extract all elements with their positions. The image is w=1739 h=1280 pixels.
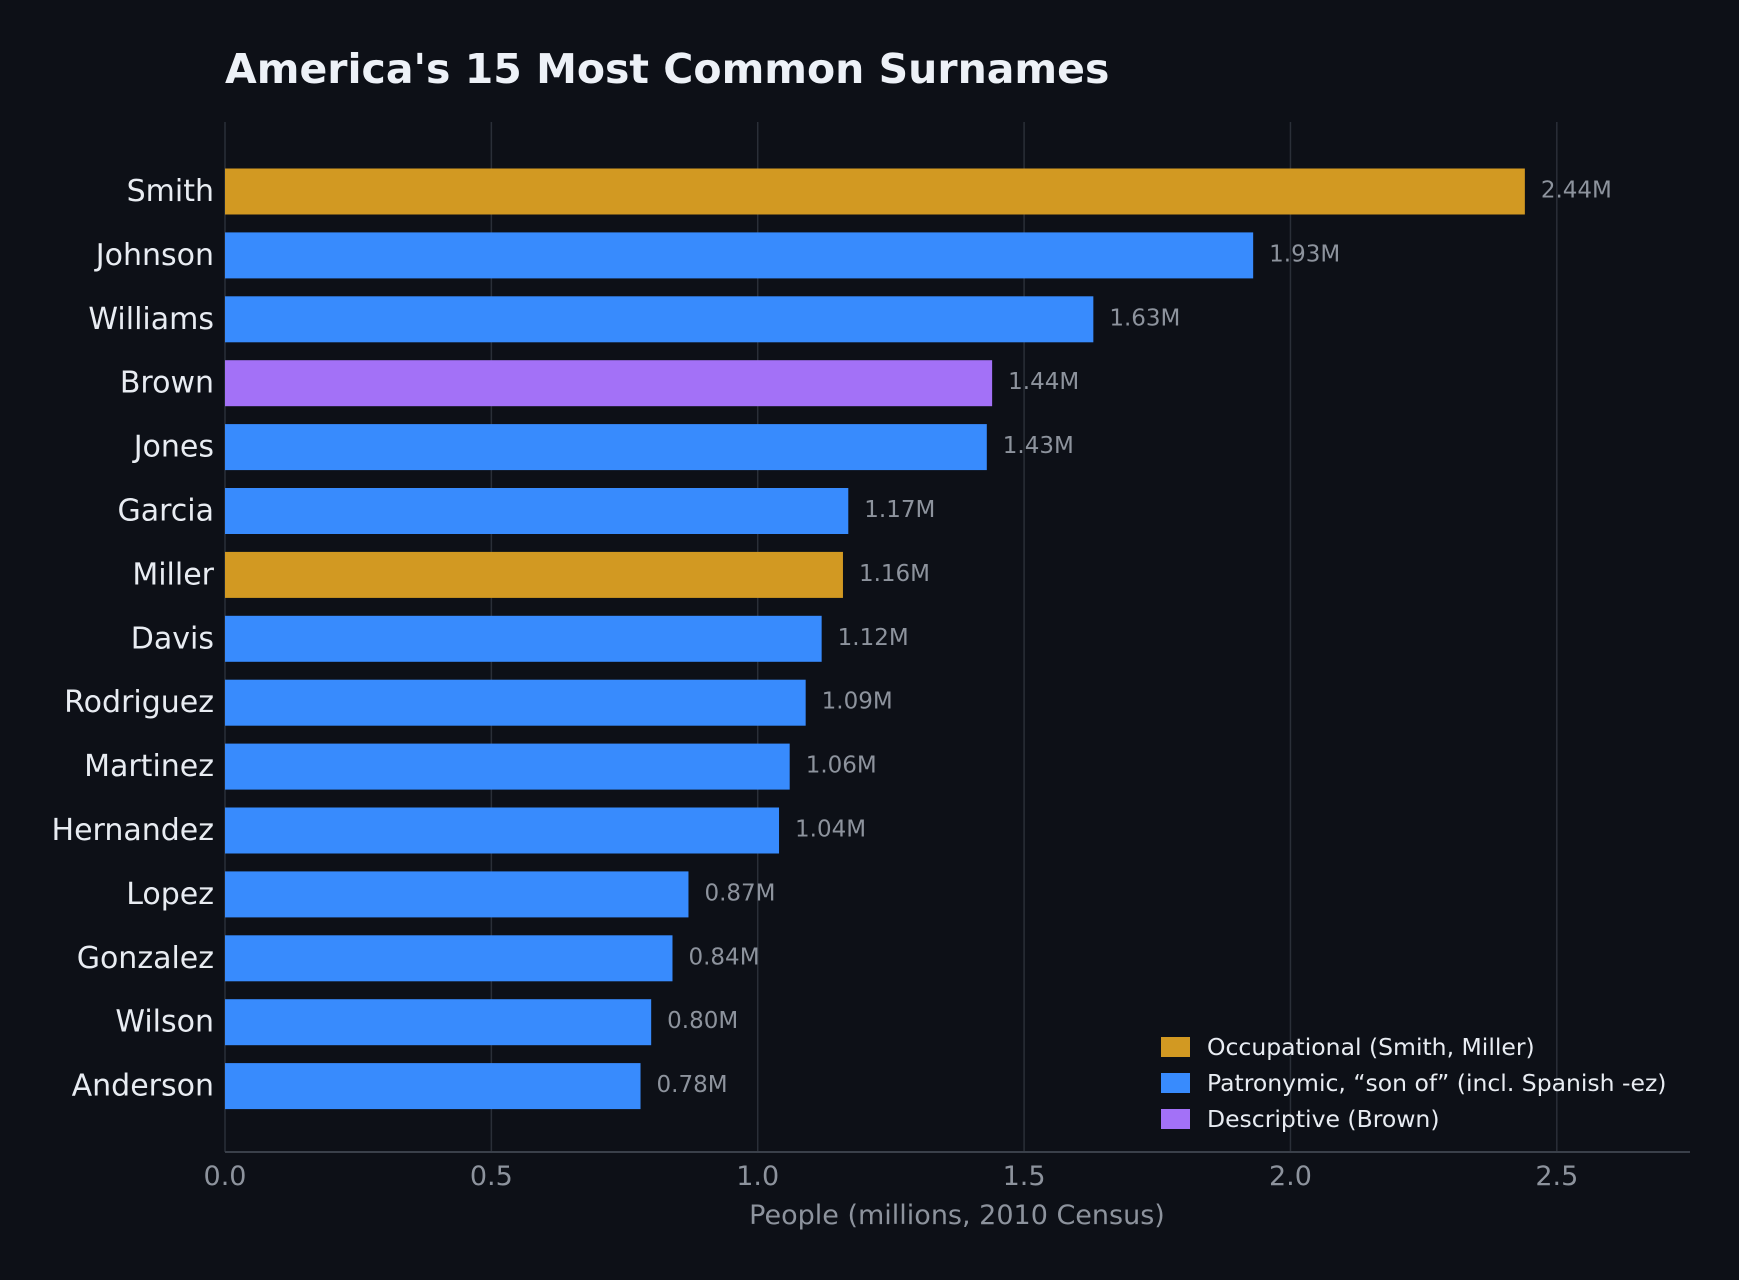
- legend-swatch-occupational: [1161, 1037, 1190, 1057]
- bar-miller: [225, 551, 843, 598]
- bar-jones: [225, 424, 987, 471]
- category-label-lopez: Lopez: [126, 877, 214, 912]
- value-label-williams: 1.63M: [1109, 305, 1180, 331]
- x-axis: 0.0 0.5 1.0 1.5 2.0 2.5: [204, 1151, 1690, 1192]
- value-label-lopez: 0.87M: [704, 880, 775, 906]
- category-label-brown: Brown: [120, 366, 214, 401]
- chart-title: America's 15 Most Common Surnames: [225, 45, 1109, 93]
- value-label-johnson: 1.93M: [1269, 241, 1340, 267]
- category-label-williams: Williams: [88, 302, 214, 337]
- bars: [225, 168, 1525, 1110]
- bar-lopez: [225, 871, 689, 918]
- value-label-hernandez: 1.04M: [795, 817, 866, 843]
- value-label-rodriguez: 1.09M: [822, 689, 893, 715]
- bar-davis: [225, 615, 822, 662]
- category-label-davis: Davis: [131, 621, 214, 656]
- category-label-garcia: Garcia: [117, 494, 214, 529]
- x-axis-title: People (millions, 2010 Census): [749, 1200, 1165, 1231]
- category-label-hernandez: Hernandez: [52, 813, 214, 848]
- x-tick-label-0: 0.0: [204, 1161, 247, 1192]
- legend-swatch-patronymic: [1161, 1073, 1190, 1093]
- legend-label-descriptive: Descriptive (Brown): [1207, 1105, 1440, 1133]
- bar-wilson: [225, 999, 652, 1046]
- category-label-gonzalez: Gonzalez: [77, 941, 214, 976]
- bar-hernandez: [225, 807, 780, 854]
- bar-martinez: [225, 743, 790, 790]
- bar-brown: [225, 360, 993, 407]
- category-labels: Smith Johnson Williams Brown Jones Garcia Mill…: [52, 174, 215, 1104]
- legend-swatch-descriptive: [1161, 1109, 1190, 1129]
- value-label-smith: 2.44M: [1541, 178, 1612, 204]
- category-label-rodriguez: Rodriguez: [64, 685, 214, 720]
- value-label-martinez: 1.06M: [806, 753, 877, 779]
- value-label-wilson: 0.80M: [667, 1008, 738, 1034]
- value-label-miller: 1.16M: [859, 561, 930, 587]
- value-labels: 2.44M 1.93M 1.63M 1.44M 1.43M 1.17M 1.16M 1.12M…: [657, 178, 1612, 1099]
- x-tick-label-5: 2.5: [1535, 1161, 1578, 1192]
- bar-garcia: [225, 488, 849, 534]
- category-label-wilson: Wilson: [115, 1005, 214, 1040]
- bar-johnson: [225, 232, 1254, 279]
- category-label-jones: Jones: [132, 430, 214, 465]
- category-label-johnson: Johnson: [94, 238, 214, 273]
- x-tick-label-3: 1.5: [1003, 1161, 1046, 1192]
- bar-anderson: [225, 1063, 641, 1110]
- bar-williams: [225, 296, 1094, 343]
- bar-smith: [225, 168, 1525, 215]
- x-tick-label-1: 0.5: [470, 1161, 513, 1192]
- legend-label-occupational: Occupational (Smith, Miller): [1207, 1033, 1535, 1061]
- category-label-miller: Miller: [132, 557, 214, 592]
- value-label-brown: 1.44M: [1008, 369, 1079, 395]
- category-label-anderson: Anderson: [72, 1069, 214, 1104]
- legend: Occupational (Smith, Miller) Patronymic, …: [1161, 1033, 1666, 1133]
- category-label-martinez: Martinez: [84, 749, 214, 784]
- x-tick-label-2: 1.0: [736, 1161, 779, 1192]
- value-label-jones: 1.43M: [1003, 433, 1074, 459]
- value-label-anderson: 0.78M: [657, 1072, 728, 1098]
- bar-gonzalez: [225, 935, 673, 982]
- value-label-garcia: 1.17M: [864, 497, 935, 523]
- value-label-davis: 1.12M: [838, 625, 909, 651]
- bar-rodriguez: [225, 679, 806, 726]
- x-tick-label-4: 2.0: [1269, 1161, 1312, 1192]
- category-label-smith: Smith: [127, 174, 214, 209]
- value-label-gonzalez: 0.84M: [688, 944, 759, 970]
- legend-label-patronymic: Patronymic, “son of” (incl. Spanish -ez): [1207, 1069, 1666, 1097]
